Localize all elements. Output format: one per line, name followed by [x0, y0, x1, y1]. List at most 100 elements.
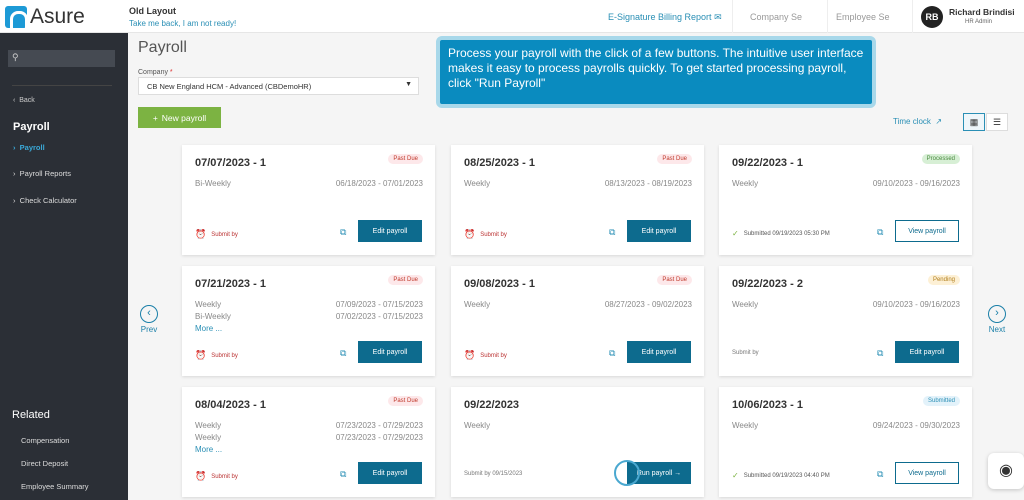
status-badge: Past Due — [657, 275, 692, 285]
card-title: 09/22/2023 - 2 — [732, 278, 803, 290]
sidebar-item-payroll-reports[interactable]: › Payroll Reports — [13, 169, 71, 178]
alarm-clock-icon: ⏰ — [464, 229, 476, 239]
submit-status: ✓ Submitted 09/19/2023 05:30 PM — [732, 229, 830, 238]
card-title: 09/22/2023 — [464, 399, 520, 411]
status-badge: Past Due — [388, 154, 423, 164]
submit-status: Submit by — [732, 350, 759, 356]
payroll-card: 07/21/2023 - 1 Past Due Weekly 07/09/2023 -… — [182, 266, 435, 376]
alarm-clock-icon: ⏰ — [195, 471, 207, 481]
copy-icon[interactable]: ⧉ — [877, 469, 884, 479]
alarm-clock-icon: ⏰ — [195, 229, 207, 239]
edit-payroll-button[interactable]: Edit payroll — [358, 341, 422, 363]
new-payroll-button[interactable]: + New payroll — [138, 107, 221, 128]
highlight-ring — [614, 460, 640, 486]
copy-icon[interactable]: ⧉ — [340, 227, 347, 237]
status-badge: Pending — [927, 275, 960, 285]
sidebar-item-check-calculator[interactable]: › Check Calculator — [13, 196, 77, 205]
company-label: Company * — [138, 69, 173, 76]
esignature-billing-report-link[interactable]: E-Signature Billing Report ✉ — [608, 12, 722, 22]
card-title: 09/08/2023 - 1 — [464, 278, 535, 290]
check-icon: ✓ — [732, 471, 739, 480]
status-badge: Submitted — [922, 396, 960, 406]
pay-period-row: Weekly 08/27/2023 - 09/02/2023 — [464, 300, 692, 309]
edit-payroll-button[interactable]: Edit payroll — [627, 341, 691, 363]
chevron-left-icon: ‹ — [140, 305, 158, 323]
take-me-back-link[interactable]: Take me back, I am not ready! — [129, 19, 237, 28]
card-title: 08/04/2023 - 1 — [195, 399, 266, 411]
chevron-right-icon: › — [988, 305, 1006, 323]
related-compensation[interactable]: Compensation — [21, 436, 70, 445]
more-link[interactable]: More ... — [195, 324, 223, 333]
back-link[interactable]: ‹ Back — [13, 97, 35, 104]
submit-status: ⏰ Submit by — [195, 350, 238, 360]
run-payroll-button[interactable]: Run payroll → — [627, 462, 691, 484]
caret-down-icon: ▼ — [405, 81, 412, 88]
pay-period-row: Weekly 07/23/2023 - 07/29/2023 — [195, 421, 423, 430]
copy-icon[interactable]: ⧉ — [609, 348, 616, 358]
submit-status: ⏰ Submit by — [195, 229, 238, 239]
related-direct-deposit[interactable]: Direct Deposit — [21, 459, 69, 468]
search-icon: ⚲ — [12, 52, 19, 62]
status-badge: Processed — [921, 154, 960, 164]
submit-status: ✓ Submitted 09/19/2023 04:40 PM — [732, 471, 830, 480]
grid-view-button[interactable]: ▦ — [963, 113, 985, 131]
status-badge: Past Due — [388, 396, 423, 406]
view-payroll-button[interactable]: View payroll — [895, 462, 959, 484]
submit-status: ⏰ Submit by — [195, 471, 238, 481]
company-search-input[interactable]: Company Se — [750, 12, 803, 22]
divider — [12, 85, 112, 86]
list-view-button[interactable]: ☰ — [986, 113, 1008, 131]
user-role: HR Admin — [965, 19, 993, 25]
sidebar-item-payroll[interactable]: › Payroll — [13, 143, 45, 152]
card-title: 10/06/2023 - 1 — [732, 399, 803, 411]
payroll-card: 10/06/2023 - 1 Submitted Weekly 09/24/2023 … — [719, 387, 972, 497]
card-title: 08/25/2023 - 1 — [464, 157, 535, 169]
pay-period-row: Bi-Weekly 06/18/2023 - 07/01/2023 — [195, 179, 423, 188]
next-button[interactable]: › Next — [988, 305, 1006, 334]
card-title: 07/21/2023 - 1 — [195, 278, 266, 290]
grid-icon: ▦ — [969, 116, 979, 127]
page-title: Payroll — [138, 39, 187, 56]
sidebar: ⚲ ‹ Back Payroll › Payroll › Payroll Rep… — [0, 33, 128, 500]
submit-status: Submit by 09/15/2023 — [464, 471, 523, 477]
user-name[interactable]: Richard Brindisi — [949, 7, 1015, 17]
alarm-clock-icon: ⏰ — [464, 350, 476, 360]
payroll-card: 09/22/2023 - 1 Processed Weekly 09/10/2023 … — [719, 145, 972, 255]
copy-icon[interactable]: ⧉ — [877, 227, 884, 237]
related-heading: Related — [12, 409, 50, 421]
copy-icon[interactable]: ⧉ — [340, 469, 347, 479]
sidebar-search-input[interactable]: ⚲ — [8, 50, 115, 67]
edit-payroll-button[interactable]: Edit payroll — [358, 462, 422, 484]
copy-icon[interactable]: ⧉ — [340, 348, 347, 358]
time-clock-link[interactable]: Time clock ↗ — [893, 117, 943, 126]
copy-icon[interactable]: ⧉ — [609, 227, 616, 237]
submit-status: ⏰ Submit by — [464, 350, 507, 360]
copy-icon[interactable]: ⧉ — [877, 348, 884, 358]
edit-payroll-button[interactable]: Edit payroll — [895, 341, 959, 363]
related-employee-summary[interactable]: Employee Summary — [21, 482, 89, 491]
pay-period-row: Weekly — [464, 421, 491, 430]
pay-period-row: Weekly 09/24/2023 - 09/30/2023 — [732, 421, 960, 430]
prev-button[interactable]: ‹ Prev — [140, 305, 158, 334]
pay-period-row: Weekly 08/13/2023 - 08/19/2023 — [464, 179, 692, 188]
edit-payroll-button[interactable]: Edit payroll — [358, 220, 422, 242]
payroll-card: 07/07/2023 - 1 Past Due Bi-Weekly 06/18/202… — [182, 145, 435, 255]
payroll-card: 08/25/2023 - 1 Past Due Weekly 08/13/2023 -… — [451, 145, 704, 255]
inbox-icon: ✉ — [714, 12, 722, 22]
chat-icon: ◉ — [999, 462, 1013, 479]
edit-payroll-button[interactable]: Edit payroll — [627, 220, 691, 242]
chat-widget-button[interactable]: ◉ — [988, 453, 1024, 489]
pay-period-row: Weekly 09/10/2023 - 09/16/2023 — [732, 300, 960, 309]
status-badge: Past Due — [657, 154, 692, 164]
payroll-card: 09/22/2023 Weekly Submit by 09/15/2023 Run … — [451, 387, 704, 497]
avatar[interactable]: RB — [921, 6, 943, 28]
more-link[interactable]: More ... — [195, 445, 223, 454]
employee-search-input[interactable]: Employee Se — [836, 12, 890, 22]
company-select[interactable]: CB New England HCM - Advanced (CBDemoHR)… — [138, 77, 419, 95]
sidebar-title: Payroll — [13, 121, 50, 133]
submit-status: ⏰ Submit by — [464, 229, 507, 239]
payroll-card: 09/08/2023 - 1 Past Due Weekly 08/27/2023 -… — [451, 266, 704, 376]
asure-logo[interactable]: Asure — [5, 5, 85, 29]
card-title: 07/07/2023 - 1 — [195, 157, 266, 169]
view-payroll-button[interactable]: View payroll — [895, 220, 959, 242]
